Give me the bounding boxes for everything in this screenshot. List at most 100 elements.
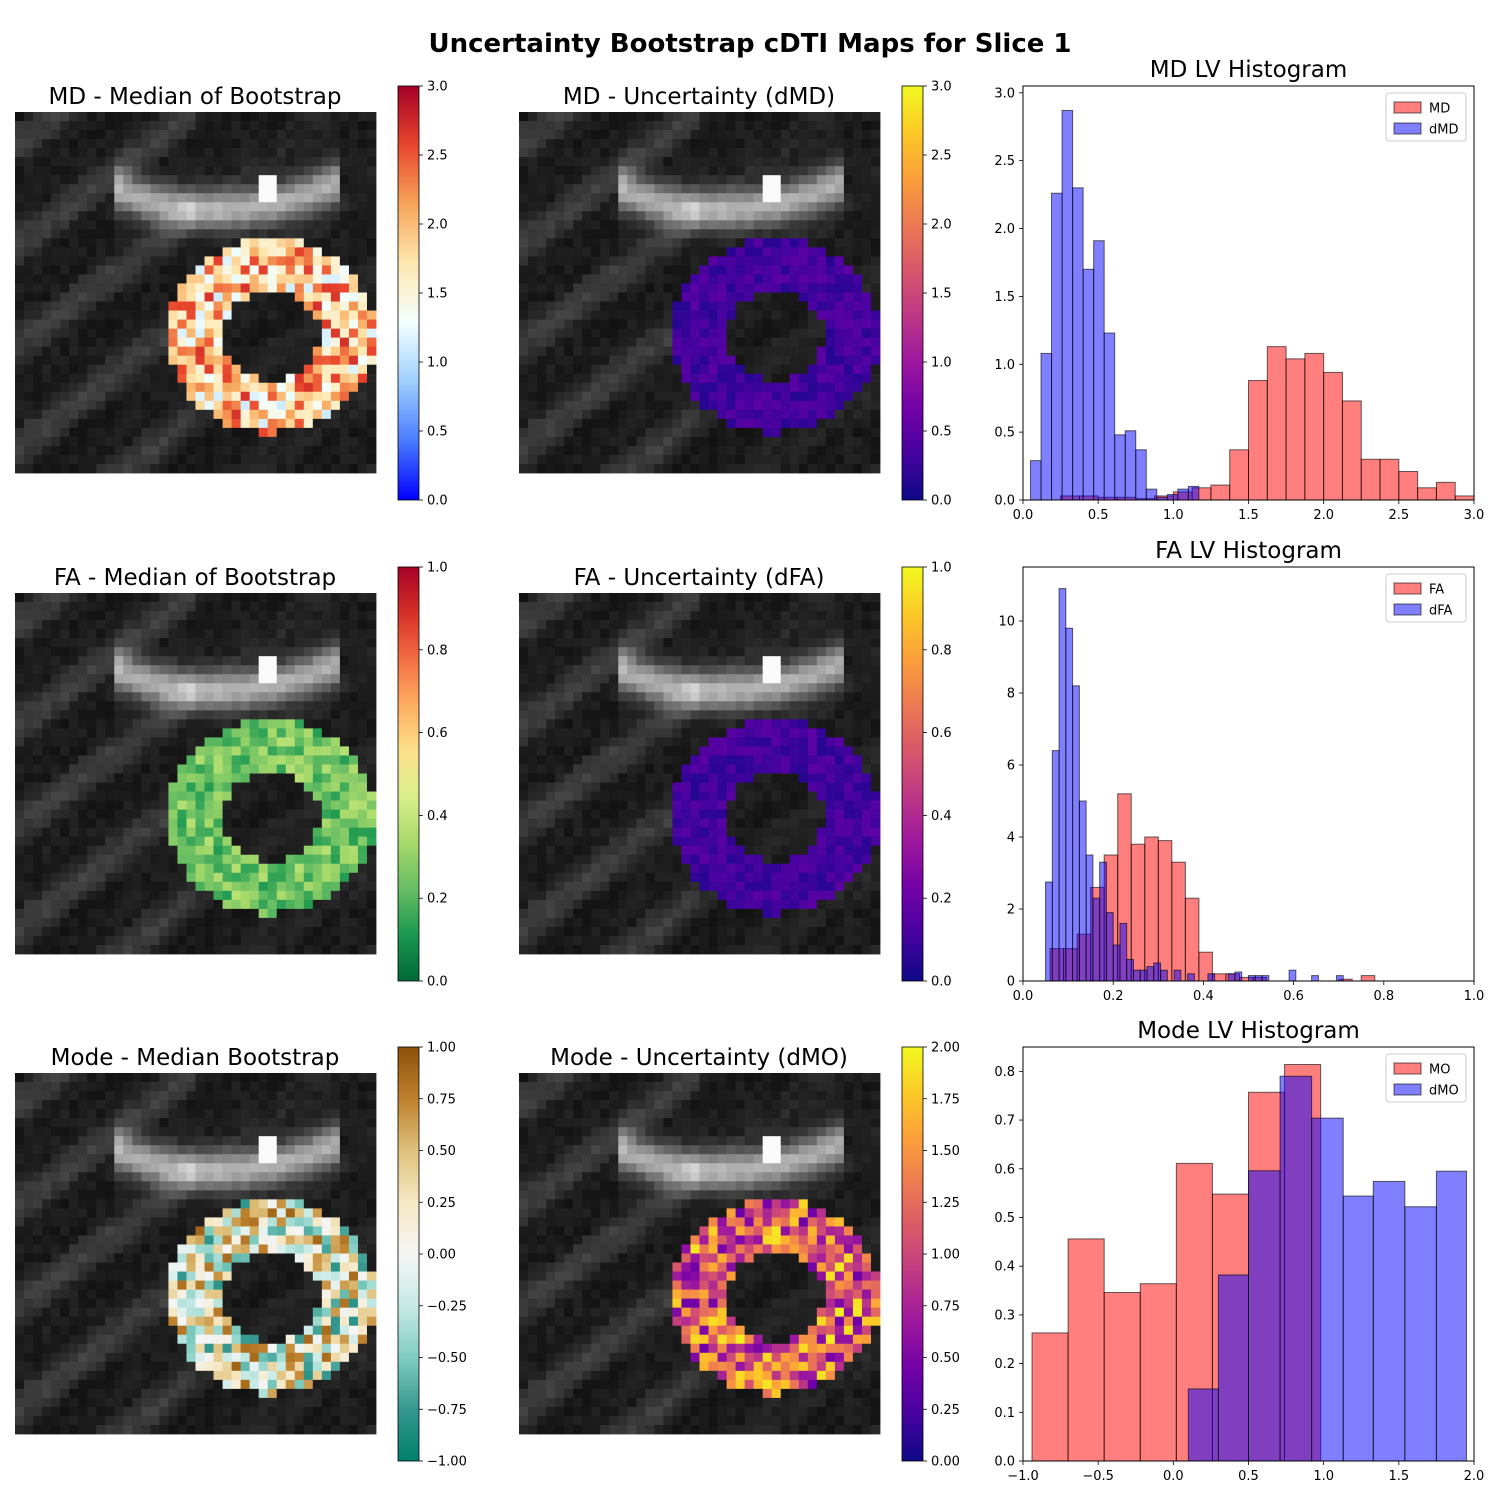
map-pixel: [591, 247, 601, 257]
map-pixel: [276, 454, 287, 465]
map-pixel: [870, 211, 881, 221]
map-pixel: [141, 746, 151, 756]
map-pixel: [339, 328, 350, 339]
map-pixel: [42, 800, 52, 811]
map-pixel: [546, 265, 556, 275]
map-pixel: [672, 310, 682, 320]
map-pixel: [780, 193, 791, 203]
map-pixel: [834, 445, 845, 456]
map-pixel: [240, 629, 251, 639]
map-pixel: [258, 791, 269, 801]
map-pixel: [267, 944, 278, 955]
map-pixel: [654, 454, 664, 465]
map-pixel: [285, 935, 296, 946]
map-pixel: [339, 899, 350, 910]
map-pixel: [195, 301, 205, 311]
map-pixel: [627, 445, 637, 456]
map-pixel: [204, 800, 214, 811]
map-pixel: [852, 346, 863, 357]
map-pixel: [708, 229, 718, 239]
map-pixel: [123, 593, 133, 603]
map-pixel: [51, 701, 61, 711]
map-pixel: [285, 148, 296, 158]
map-pixel: [222, 890, 233, 901]
map-pixel: [861, 265, 872, 275]
map-pixel: [150, 899, 160, 910]
map-pixel: [591, 292, 601, 302]
map-pixel: [24, 436, 34, 447]
map-pixel: [780, 301, 791, 311]
map-pixel: [132, 130, 142, 140]
map-pixel: [276, 418, 287, 429]
map-pixel: [15, 274, 25, 284]
map-pixel: [330, 719, 341, 729]
map-pixel: [573, 409, 583, 420]
map-pixel: [42, 238, 52, 248]
map-pixel: [132, 872, 142, 883]
map-pixel: [753, 292, 764, 302]
map-pixel: [60, 755, 70, 765]
map-pixel: [168, 701, 178, 711]
map-pixel: [294, 782, 305, 792]
map-pixel: [789, 283, 800, 293]
map-pixel: [312, 256, 323, 266]
map-pixel: [213, 247, 223, 257]
map-pixel: [51, 845, 61, 856]
map-pixel: [564, 148, 574, 158]
colorbar-tick-label: 0.4: [427, 809, 448, 824]
map-pixel: [834, 175, 845, 185]
map-pixel: [753, 274, 764, 284]
map-pixel: [276, 229, 287, 239]
map-pixel: [177, 773, 187, 783]
map-pixel: [51, 728, 61, 738]
map-pixel: [15, 166, 25, 176]
map-pixel: [321, 436, 332, 447]
map-pixel: [825, 346, 836, 357]
map-pixel: [312, 319, 323, 330]
map-pixel: [294, 211, 305, 221]
map-pixel: [150, 926, 160, 937]
map-pixel: [177, 157, 187, 167]
map-pixel: [330, 400, 341, 411]
map-pixel: [51, 247, 61, 257]
map-pixel: [321, 229, 332, 239]
map-pixel: [330, 445, 341, 456]
map-pixel: [528, 256, 538, 266]
map-pixel: [672, 445, 682, 456]
map-pixel: [312, 854, 323, 865]
map-pixel: [222, 674, 233, 684]
map-pixel: [708, 382, 718, 393]
map-pixel: [105, 121, 115, 131]
map-pixel: [303, 337, 314, 348]
map-pixel: [123, 265, 133, 275]
map-pixel: [537, 319, 547, 330]
map-pixel: [267, 782, 278, 792]
map-pixel: [114, 944, 124, 955]
map-pixel: [816, 184, 827, 194]
map-pixel: [42, 782, 52, 792]
map-pixel: [150, 121, 160, 131]
map-pixel: [195, 121, 205, 131]
map-pixel: [753, 283, 764, 293]
map-pixel: [573, 602, 583, 612]
map-pixel: [177, 890, 187, 901]
map-pixel: [546, 121, 556, 131]
map-pixel: [555, 283, 565, 293]
map-pixel: [186, 391, 196, 402]
map-pixel: [618, 355, 628, 366]
map-pixel: [564, 382, 574, 393]
map-pixel: [861, 247, 872, 257]
map-pixel: [780, 364, 791, 375]
map-pixel: [537, 229, 547, 239]
map-pixel: [312, 346, 323, 357]
map-pixel: [96, 926, 106, 937]
map-pixel: [60, 791, 70, 801]
map-pixel: [285, 692, 296, 702]
map-pixel: [87, 454, 97, 465]
map-pixel: [321, 629, 332, 639]
map-pixel: [726, 139, 737, 149]
map-pixel: [339, 175, 350, 185]
map-pixel: [357, 755, 368, 765]
map-pixel: [69, 656, 79, 666]
map-pixel: [150, 175, 160, 185]
